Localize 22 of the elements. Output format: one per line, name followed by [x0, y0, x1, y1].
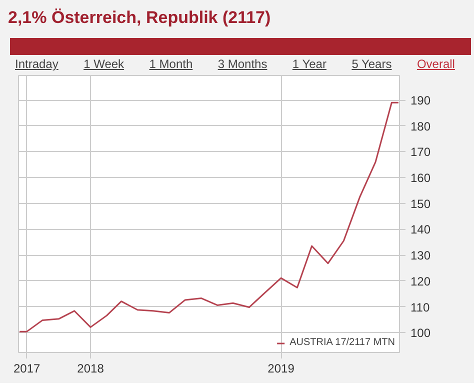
x-tick-label: 2018	[77, 362, 104, 376]
text: 1 Year	[292, 56, 326, 73]
y-tick-label: 110	[410, 300, 430, 314]
y-tick-label: 100	[410, 326, 431, 340]
y-tick-label: 140	[410, 222, 431, 237]
y-tick-label: 130	[410, 248, 431, 263]
y-tick-label: 190	[410, 94, 431, 108]
text: 3 Months	[218, 56, 268, 73]
text: 5 Years	[352, 56, 392, 73]
text: Intraday	[15, 56, 58, 73]
x-tick-label: 2019	[268, 362, 295, 376]
text: Overall	[416, 56, 455, 73]
y-tick-label: 160	[410, 171, 431, 186]
chart-title: 2,1% Österreich, Republik (2117)	[8, 7, 271, 29]
y-tick-label: 150	[410, 196, 431, 211]
text: 1 Week	[84, 56, 124, 73]
y-tick-label: 120	[410, 274, 431, 288]
y-tick-label: 180	[410, 119, 431, 134]
x-tick-label: 2017	[14, 362, 41, 376]
legend-label: AUSTRIA 17/2117 MTN	[290, 337, 395, 348]
text: 1 Month	[149, 56, 193, 73]
y-tick-label: 170	[410, 145, 431, 160]
